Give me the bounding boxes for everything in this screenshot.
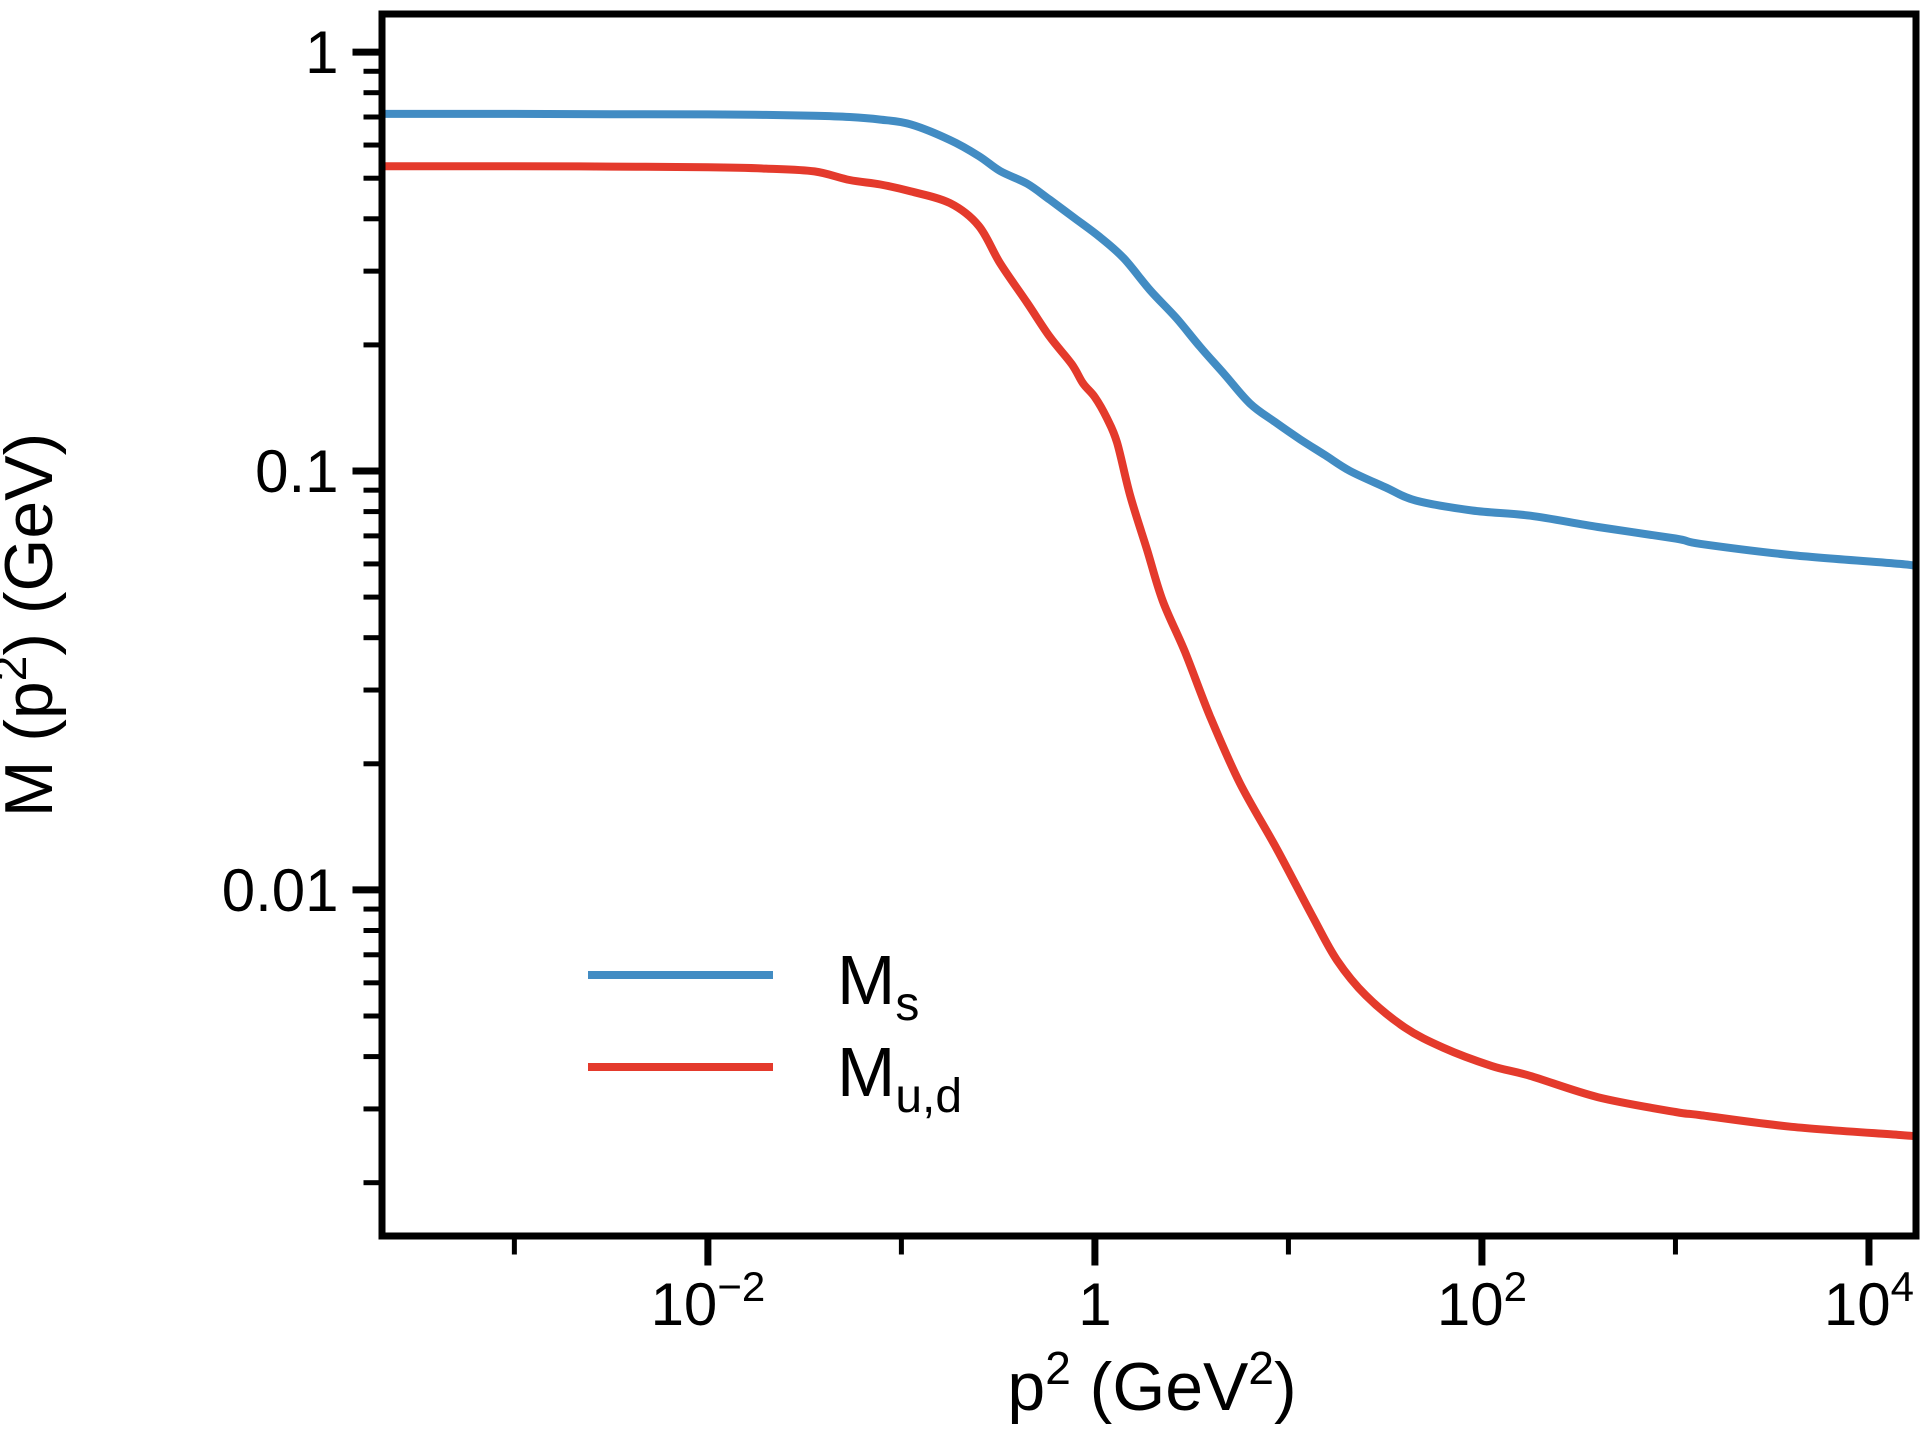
legend-label-Mud: Mu,d <box>837 1033 962 1123</box>
y-axis-tick-label: 0.01 <box>222 857 339 924</box>
y-axis: 1 0.1 0.01 <box>222 19 379 1186</box>
x-axis-tick-label: 102 <box>1437 1263 1527 1338</box>
series-group <box>382 109 1916 1141</box>
y-axis-tick-label: 0.1 <box>255 438 338 505</box>
y-axis-title: M (p2) (GeV) <box>0 433 67 818</box>
x-axis: 10−2 1 102 104 <box>511 1239 1914 1338</box>
x-axis-tick-label: 10−2 <box>651 1263 766 1338</box>
x-axis-title: p2 (GeV2) <box>1007 1342 1296 1425</box>
x-axis-tick-label: 1 <box>1078 1271 1111 1338</box>
series-line-Mud <box>382 162 1916 1141</box>
legend-label-Ms: Ms <box>837 941 919 1031</box>
x-axis-tick-label: 104 <box>1824 1263 1914 1338</box>
y-axis-tick-label: 1 <box>305 19 338 86</box>
series-line-Ms <box>382 109 1916 571</box>
plot-frame <box>378 10 1920 1240</box>
